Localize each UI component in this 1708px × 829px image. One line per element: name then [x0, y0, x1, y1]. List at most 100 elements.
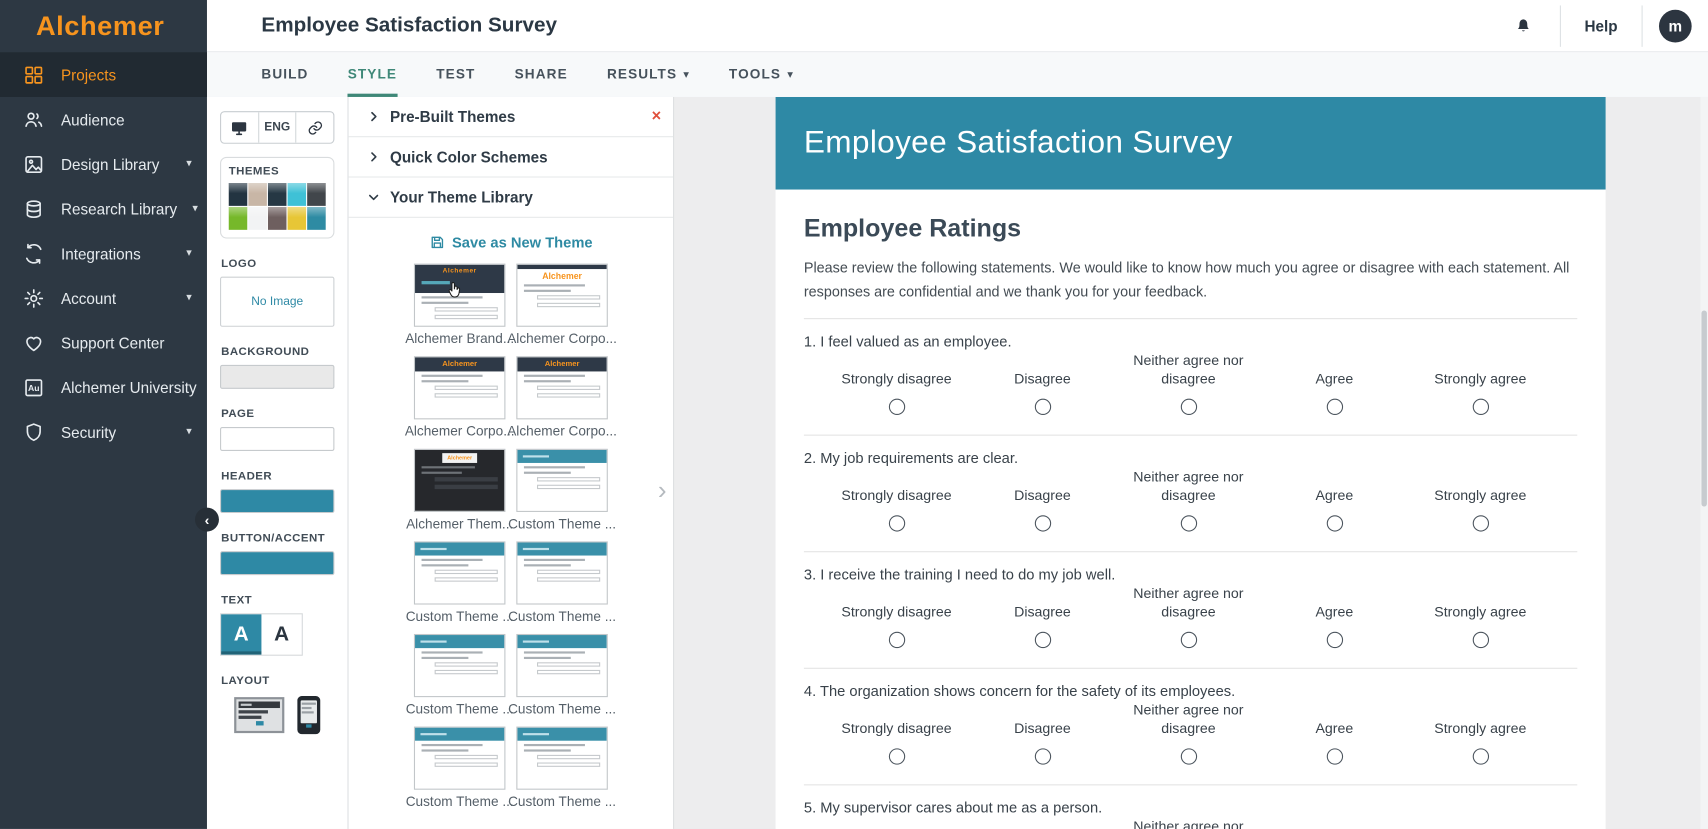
thumbnail-decoration [537, 295, 601, 300]
radio-button[interactable] [1472, 515, 1489, 532]
radio-button[interactable] [1180, 398, 1197, 415]
page-swatch[interactable] [220, 427, 335, 451]
radio-button[interactable] [1472, 398, 1489, 415]
radio-button[interactable] [1034, 398, 1051, 415]
sidebar-item-design-library[interactable]: Design Library ▾ [0, 142, 207, 187]
radio-button[interactable] [888, 631, 905, 648]
section-title: Employee Ratings [803, 213, 1022, 242]
close-icon[interactable]: × [651, 106, 662, 126]
help-button[interactable]: Help [1584, 16, 1618, 35]
desktop-layout-option[interactable] [234, 697, 285, 734]
theme-name: Alchemer Them... [406, 516, 514, 532]
question-text: 4. The organization shows concern for th… [803, 682, 1236, 700]
save-as-new-theme-link[interactable]: Save as New Theme [349, 234, 674, 251]
scale-label: Agree [1315, 370, 1354, 387]
scale-column: Strongly disagree [824, 468, 970, 532]
radio-button[interactable] [888, 398, 905, 415]
theme-thumbnail-0[interactable]: Alchemer [413, 263, 506, 327]
accordion-quick-color-schemes[interactable]: Quick Color Schemes [348, 137, 674, 178]
header-swatch[interactable] [220, 489, 335, 514]
accordion-pre-built-themes[interactable]: Pre-Built Themes [348, 97, 674, 138]
sidebar-item-support-center[interactable]: Support Center [0, 320, 207, 365]
theme-tile [248, 183, 267, 206]
radio-button[interactable] [1326, 515, 1343, 532]
sidebar-item-audience[interactable]: Audience [0, 97, 207, 142]
thumbnail-decoration: Alchemer [442, 453, 478, 463]
theme-name: Alchemer Corpo... [404, 423, 515, 439]
theme-thumbnail-2[interactable]: Alchemer [413, 356, 506, 420]
sidebar-item-security[interactable]: Security ▾ [0, 410, 207, 455]
radio-button[interactable] [1034, 515, 1051, 532]
design-icon [22, 152, 46, 176]
theme-thumbnail-5[interactable] [516, 448, 608, 512]
tab-test[interactable]: TEST [436, 52, 475, 97]
radio-button[interactable] [1472, 631, 1489, 648]
tab-style[interactable]: STYLE [347, 52, 398, 97]
integrations-icon [22, 241, 46, 265]
link-icon [303, 115, 327, 139]
alchemer-logo[interactable]: Alchemer [35, 10, 165, 41]
sidebar-item-label: Design Library [61, 155, 160, 173]
theme-thumbnail-7[interactable] [516, 541, 608, 605]
accordion-your-theme-library[interactable]: Your Theme Library [348, 178, 674, 218]
scale-label: Agree [1315, 818, 1353, 829]
radio-button[interactable] [1326, 631, 1343, 648]
thumbnail-decoration [434, 484, 498, 490]
radio-button[interactable] [1326, 748, 1343, 765]
mobile-layout-option[interactable] [297, 696, 321, 735]
language-button[interactable]: ENG [259, 112, 297, 143]
collapse-panel-toggle[interactable]: ‹ [194, 507, 219, 532]
thumbnail-decoration [434, 577, 498, 582]
tab-results[interactable]: RESULTS ▾ [607, 52, 690, 97]
theme-thumbnail-6[interactable] [413, 541, 506, 605]
tab-label: TEST [436, 66, 476, 82]
desktop-preview-button[interactable] [221, 112, 259, 143]
themes-picker[interactable]: THEMES [220, 156, 335, 239]
question-block-5: 5. My supervisor cares about me as a per… [804, 785, 1577, 829]
radio-button[interactable] [1180, 515, 1197, 532]
accent-swatch[interactable] [220, 551, 335, 576]
question-text: 1. I feel valued as an employee. [803, 333, 1012, 350]
thumbnail-decoration [415, 542, 505, 556]
thumbnail-decoration [523, 743, 585, 747]
radio-button[interactable] [1034, 748, 1051, 765]
radio-button[interactable] [1034, 631, 1051, 648]
share-link-button[interactable] [297, 112, 334, 142]
expand-panel-arrow[interactable]: › [657, 476, 667, 506]
theme-cell: Custom Theme ... [508, 541, 616, 624]
background-swatch[interactable] [220, 364, 335, 389]
radio-button[interactable] [1326, 398, 1343, 415]
theme-thumbnail-11[interactable] [516, 726, 608, 790]
text-style-selected[interactable]: A [221, 614, 262, 655]
radio-button[interactable] [888, 515, 905, 532]
radio-button[interactable] [1472, 748, 1489, 765]
notifications-button[interactable] [1488, 14, 1560, 38]
sidebar-item-account[interactable]: Account ▾ [0, 276, 207, 321]
sidebar-item-projects[interactable]: Projects [0, 52, 207, 97]
radio-button[interactable] [888, 748, 905, 765]
thumbnail-decoration [420, 547, 447, 551]
sidebar-item-research-library[interactable]: Research Library ▾ [0, 186, 207, 231]
thumbnail-decoration [517, 727, 607, 741]
radio-button[interactable] [1180, 631, 1197, 648]
scrollbar-thumb[interactable] [1701, 310, 1707, 507]
theme-thumbnail-10[interactable] [413, 726, 506, 790]
security-icon [22, 420, 46, 444]
tab-tools[interactable]: TOOLS ▾ [729, 52, 794, 97]
thumbnail-decoration [522, 547, 549, 551]
tab-build[interactable]: BUILD [261, 52, 308, 97]
theme-thumbnail-3[interactable]: Alchemer [516, 356, 608, 420]
text-style-plain[interactable]: A [274, 622, 290, 646]
user-avatar[interactable]: m [1658, 9, 1692, 42]
scale-column: Disagree [969, 701, 1115, 765]
logo-upload-box[interactable]: No Image [220, 276, 335, 327]
theme-thumbnail-4[interactable]: Alchemer [413, 448, 506, 512]
tab-share[interactable]: SHARE [515, 52, 568, 97]
theme-thumbnail-9[interactable] [516, 633, 608, 698]
sidebar-item-integrations[interactable]: Integrations ▾ [0, 231, 207, 276]
scale-label: Strongly agree [1434, 370, 1527, 387]
sidebar-item-alchemer-university[interactable]: Au Alchemer University [0, 365, 207, 410]
theme-thumbnail-8[interactable] [413, 633, 506, 698]
theme-thumbnail-1[interactable]: Alchemer [516, 263, 608, 327]
radio-button[interactable] [1180, 748, 1197, 765]
